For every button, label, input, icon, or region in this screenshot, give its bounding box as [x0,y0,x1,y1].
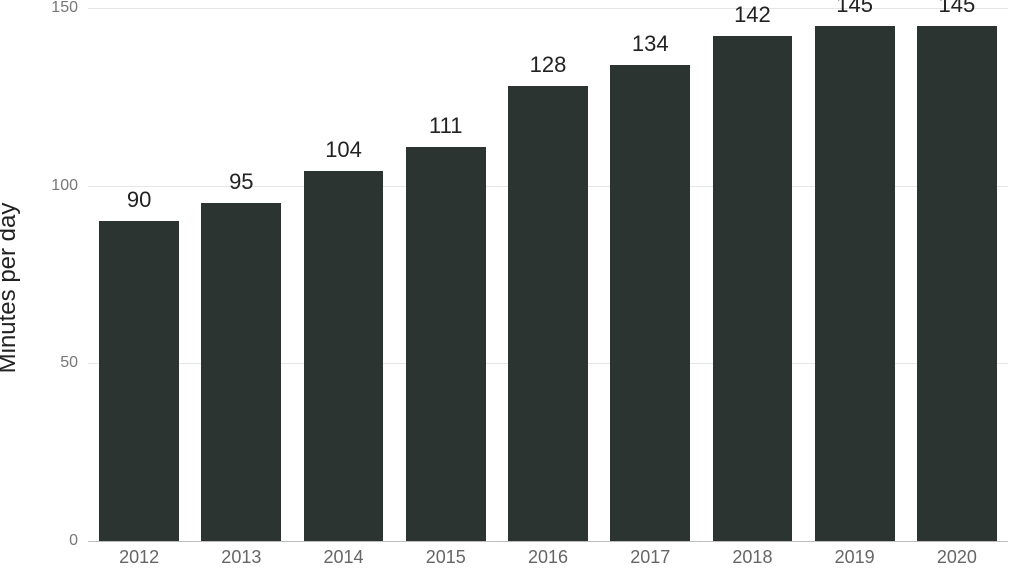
x-tick-label: 2017 [630,541,670,568]
y-tick-label: 150 [51,0,88,17]
bar: 142 [713,36,793,541]
bar: 134 [610,65,690,541]
x-tick-label: 2020 [937,541,977,568]
x-tick-label: 2012 [119,541,159,568]
plot-area: 0501001509020129520131042014111201512820… [88,8,1008,541]
x-tick-label: 2018 [732,541,772,568]
y-tick-label: 50 [60,354,88,372]
bar: 90 [99,221,179,541]
x-tick-label: 2013 [221,541,261,568]
x-tick-label: 2016 [528,541,568,568]
bar: 111 [406,147,486,541]
bar: 145 [815,26,895,541]
y-tick-label: 0 [69,532,88,550]
y-tick-label: 100 [51,177,88,195]
bar: 128 [508,86,588,541]
bar-value-label: 128 [508,52,588,78]
x-tick-label: 2014 [324,541,364,568]
bar-value-label: 111 [406,113,486,139]
bar-value-label: 134 [610,31,690,57]
bar: 145 [917,26,997,541]
x-tick-label: 2019 [835,541,875,568]
bar-value-label: 145 [917,0,997,18]
chart-container: Minutes per day 050100150902012952013104… [0,0,1024,576]
bar-value-label: 145 [815,0,895,18]
x-tick-label: 2015 [426,541,466,568]
y-axis-title: Minutes per day [0,203,22,374]
bar-value-label: 104 [304,137,384,163]
bar-value-label: 90 [99,187,179,213]
bar: 95 [201,203,281,541]
bar-value-label: 142 [713,2,793,28]
bar-value-label: 95 [201,169,281,195]
bar: 104 [304,171,384,541]
